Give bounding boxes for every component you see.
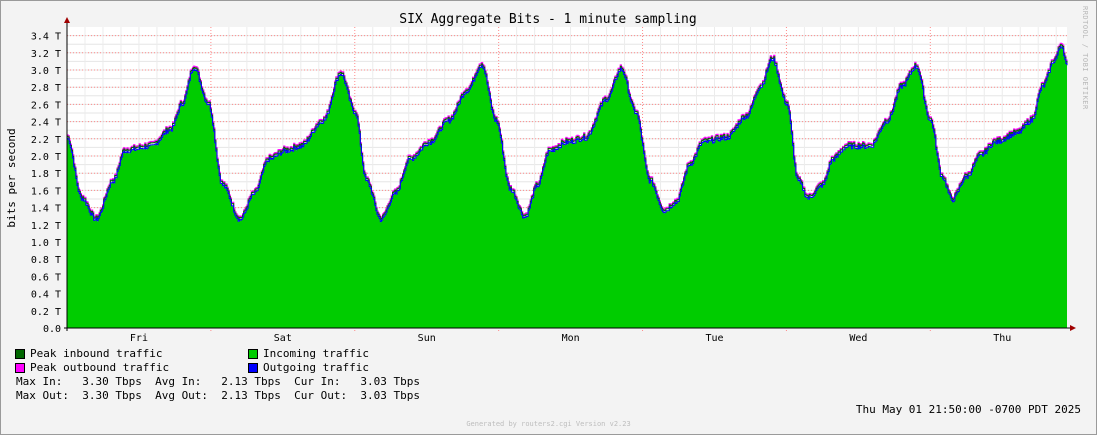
y-tick-label: 1.0 T	[31, 238, 61, 249]
legend-swatch-peak-inbound	[15, 349, 25, 359]
y-tick-label: 2.4 T	[31, 118, 61, 129]
y-tick-label: 0.8 T	[31, 255, 61, 266]
y-tick-labels: 0.0 0.2 T 0.4 T 0.6 T 0.8 T 1.0 T 1.2 T 1.4 T 1.…	[31, 32, 61, 335]
peak-inbound-line	[67, 44, 1068, 220]
x-tick-label: Tue	[705, 333, 723, 344]
y-tick-label: 2.6 T	[31, 100, 61, 111]
x-tick-label: Sat	[274, 333, 292, 344]
y-axis-arrow	[64, 17, 70, 23]
x-tick-label: Sun	[418, 333, 436, 344]
stats-in: Max In: 3.30 Tbps Avg In: 2.13 Tbps Cur …	[16, 375, 420, 388]
outgoing-line	[67, 46, 1068, 223]
y-tick-label: 0.6 T	[31, 272, 61, 283]
legend-swatch-incoming	[248, 349, 258, 359]
y-tick-label: 1.6 T	[31, 186, 61, 197]
series-lines	[67, 42, 1068, 223]
x-tick-label: Mon	[562, 333, 580, 344]
x-tick-labels: Fri Sat Sun Mon Tue Wed Thu	[130, 333, 1011, 344]
legend-label-peak-outbound: Peak outbound traffic	[30, 361, 170, 374]
y-axis-label: bits per second	[5, 128, 18, 227]
y-tick-label: 0.0	[43, 324, 61, 335]
y-tick-label: 2.8 T	[31, 83, 61, 94]
y-tick-label: 3.0 T	[31, 66, 61, 77]
axes	[64, 17, 1076, 331]
legend-label-peak-inbound: Peak inbound traffic	[30, 347, 163, 360]
x-tick-label: Wed	[849, 333, 867, 344]
legend-swatch-outgoing	[248, 363, 258, 373]
y-tick-label: 0.2 T	[31, 307, 61, 318]
y-tick-label: 1.2 T	[31, 221, 61, 232]
y-tick-label: 2.2 T	[31, 135, 61, 146]
legend-swatch-peak-outbound	[15, 363, 25, 373]
y-tick-label: 1.8 T	[31, 169, 61, 180]
x-axis-arrow	[1070, 325, 1076, 331]
rrdtool-watermark: RRDTOOL / TOBI OETIKER	[1081, 6, 1089, 110]
legend-label-outgoing: Outgoing traffic	[263, 361, 369, 374]
incoming-area	[67, 47, 1067, 328]
x-tick-label: Fri	[130, 333, 148, 344]
y-tick-label: 1.4 T	[31, 204, 61, 215]
y-tick-label: 0.4 T	[31, 290, 61, 301]
traffic-chart: SIX Aggregate Bits - 1 minute sampling b…	[5, 12, 1076, 344]
y-tick-label: 2.0 T	[31, 152, 61, 163]
x-tick-label: Thu	[993, 333, 1011, 344]
legend-label-incoming: Incoming traffic	[263, 347, 369, 360]
chart-title: SIX Aggregate Bits - 1 minute sampling	[399, 12, 696, 27]
y-tick-label: 3.4 T	[31, 32, 61, 43]
stats-out: Max Out: 3.30 Tbps Avg Out: 2.13 Tbps Cu…	[16, 389, 420, 402]
generated-by: Generated by routers2.cgi Version v2.23	[466, 420, 631, 428]
y-tick-label: 3.2 T	[31, 49, 61, 60]
timestamp: Thu May 01 21:50:00 -0700 PDT 2025	[855, 403, 1081, 416]
data-area	[67, 47, 1067, 328]
